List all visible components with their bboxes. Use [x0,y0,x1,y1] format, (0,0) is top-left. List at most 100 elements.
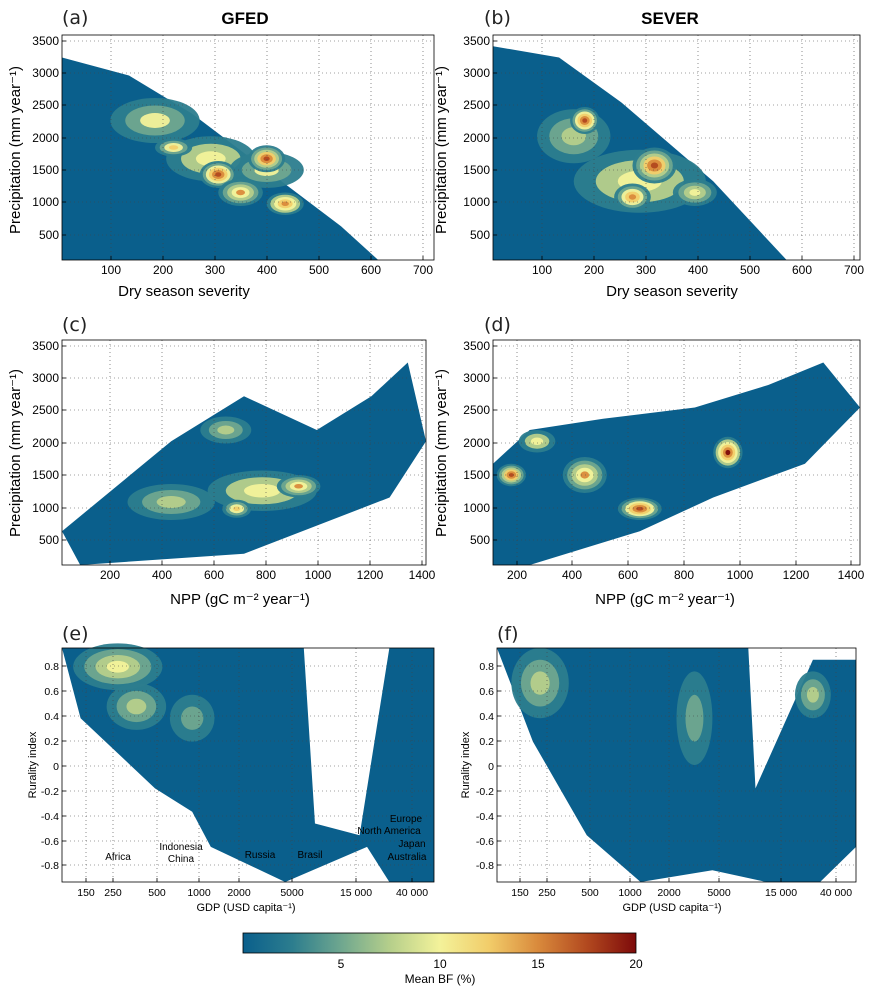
panel-d: (d) NPP (gC m⁻² year⁻¹) Precipitation (m… [433,314,865,608]
x-tick-label: 700 [844,263,864,277]
heatmap-cell [725,449,731,456]
x-axis-label: NPP (gC m⁻² year⁻¹) [595,591,735,608]
y-tick-label: 3500 [463,34,490,48]
panel-letter: (b) [484,7,511,29]
y-tick-label: 3500 [463,339,490,353]
heatmap-cell [156,496,186,508]
x-tick-label: 250 [104,887,122,899]
heatmap-cell [181,706,204,730]
y-tick-label: 1000 [463,501,490,515]
axes-frame [492,339,861,566]
y-tick-label: 1500 [463,163,490,177]
y-tick-label: 0.4 [44,711,59,723]
y-tick-label: 1500 [463,468,490,482]
colorbar-tick: 20 [629,957,643,971]
x-tick-label: 1000 [727,568,754,582]
y-tick-label: -0.2 [476,786,494,798]
y-tick-label: -0.8 [41,860,59,872]
heatmap-cell [294,484,303,489]
x-tick-label: 300 [636,263,656,277]
x-tick-label: 500 [309,263,329,277]
panel-a: (a) Dry season severity Precipitation (m… [7,7,435,300]
x-tick-label: 40 000 [396,887,428,899]
y-tick-label: 500 [39,533,59,547]
heatmap-cell [233,506,241,511]
x-tick-label: 200 [153,263,173,277]
region-label-china: China [168,854,195,865]
y-tick-label: 3000 [463,371,490,385]
heatmap-cell [140,113,170,128]
heatmap-cell [685,694,704,742]
x-tick-label: 600 [792,263,812,277]
y-axis-label: Precipitation (mm year⁻¹) [7,66,24,234]
x-tick-label: 5000 [707,887,731,899]
region-label-russia: Russia [245,850,276,861]
region-label-japan: Japan [398,839,425,850]
panel-letter: (d) [484,314,511,336]
x-tick-label: 200 [584,263,604,277]
axes-frame [496,647,857,883]
y-axis-label: Precipitation (mm year⁻¹) [433,66,450,234]
y-tick-label: 2500 [463,98,490,112]
heatmap-cell [689,189,701,196]
y-tick-label: 1500 [32,468,59,482]
y-tick-label: 0.6 [44,686,59,698]
y-tick-label: -0.2 [41,786,59,798]
x-tick-label: 1000 [187,887,211,899]
y-tick-label: -0.6 [476,836,494,848]
x-tick-label: 100 [532,263,552,277]
x-tick-label: 1200 [783,568,810,582]
heatmap-cell [508,473,514,477]
x-tick-label: 1200 [357,568,384,582]
column-title-gfed: GFED [221,9,268,28]
colorbar-tick: 15 [531,957,545,971]
y-tick-label: -0.8 [476,860,494,872]
x-tick-label: 1400 [838,568,865,582]
y-axis-label: Rurality index [27,731,39,798]
y-tick-label: 0.8 [479,661,494,673]
x-tick-label: 150 [77,887,95,899]
heatmap-cell [236,189,246,196]
x-tick-label: 15 000 [765,887,797,899]
x-tick-label: 15 000 [340,887,372,899]
axes-frame [61,34,435,261]
heatmap-cell [806,687,819,703]
x-tick-label: 400 [257,263,277,277]
heatmap-cell [582,118,588,123]
x-tick-label: 400 [152,568,172,582]
heatmap-cell [263,156,270,161]
panel-letter: (e) [62,623,89,645]
heatmap-cell [636,506,644,511]
heatmap-cell [530,671,550,695]
y-tick-label: 2000 [32,436,59,450]
y-tick-label: 2500 [32,98,59,112]
y-tick-label: 0.4 [479,711,494,723]
x-tick-label: 200 [507,568,527,582]
heatmap-cell [106,660,129,673]
x-tick-label: 200 [100,568,120,582]
x-tick-label: 250 [538,887,556,899]
colorbar-label: Mean BF (%) [405,972,476,986]
y-tick-label: 2000 [463,131,490,145]
y-tick-label: 0.8 [44,661,59,673]
x-tick-label: 600 [618,568,638,582]
region-label-brasil: Brasil [297,850,322,861]
y-tick-label: -0.4 [476,811,494,823]
y-tick-label: 2500 [463,403,490,417]
y-tick-label: 500 [39,228,59,242]
y-tick-label: 0.6 [479,686,494,698]
y-tick-label: 1500 [32,163,59,177]
column-title-sever: SEVER [641,9,699,28]
x-tick-label: 300 [205,263,225,277]
x-tick-label: 700 [413,263,433,277]
heatmap-cell [650,162,659,169]
region-label-indonesia: Indonesia [159,842,203,853]
x-tick-label: 2000 [227,887,251,899]
colorbar: 5 10 15 20 Mean BF (%) [242,932,643,986]
colorbar-tick: 5 [338,957,345,971]
panel-b: (b) Dry season severity Precipitation (m… [433,7,864,300]
x-tick-label: 600 [361,263,381,277]
x-tick-label: 150 [511,887,529,899]
axes-frame [492,34,861,261]
y-tick-label: 3500 [32,339,59,353]
